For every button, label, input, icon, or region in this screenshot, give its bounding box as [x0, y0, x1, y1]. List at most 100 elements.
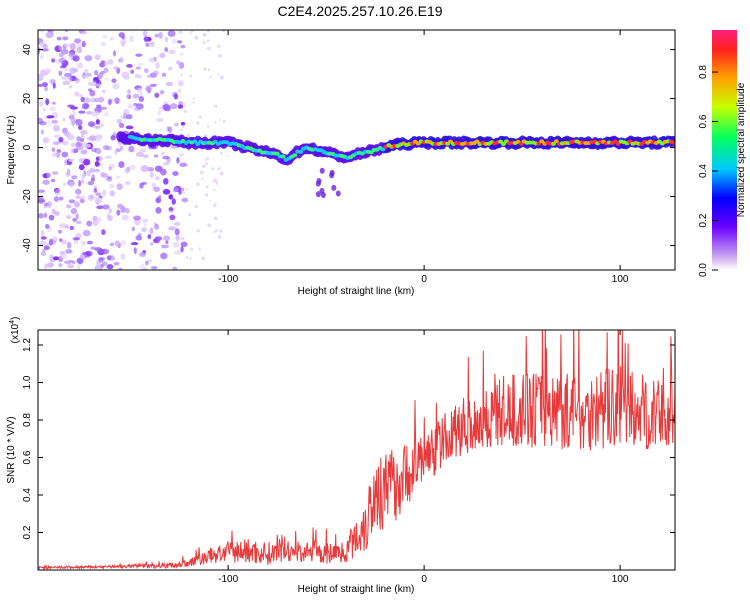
- spectrogram-noise-blob: [153, 154, 159, 158]
- spectrogram-ridge-core: [550, 141, 556, 146]
- spectrogram-noise-blob: [172, 241, 180, 248]
- spectrogram-noise-blob: [69, 67, 77, 75]
- spectrogram-noise-blob: [70, 207, 78, 215]
- spectrogram-noise-dot: [199, 170, 204, 175]
- spectrogram-xlabel: Height of straight line (km): [298, 286, 415, 297]
- spectrogram-noise-dot: [186, 133, 190, 137]
- spectrogram-noise-blob: [175, 234, 180, 242]
- spectrogram-noise-blob: [53, 187, 60, 194]
- spectrogram-noise-blob: [68, 181, 76, 188]
- spectrogram-noise-blob: [47, 32, 55, 37]
- spectrogram-noise-blob: [154, 223, 160, 230]
- spectrogram-noise-blob: [93, 97, 99, 103]
- spectrogram-noise-blob: [125, 125, 134, 130]
- spectrogram-noise-blob: [113, 50, 117, 57]
- spectrogram-noise-blob: [48, 238, 54, 246]
- spectrogram-noise-blob: [94, 160, 100, 167]
- spectrogram-noise-blob: [163, 235, 170, 242]
- spectrogram-noise-blob: [133, 247, 137, 254]
- spectrogram-noise-blob: [168, 226, 176, 231]
- spectrogram-noise-dot: [213, 216, 218, 221]
- spectrogram-noise-blob: [95, 134, 103, 140]
- spectrogram-noise-blob: [109, 36, 115, 41]
- spectrogram-noise-dot: [217, 167, 221, 171]
- spectrogram-noise-blob: [134, 73, 139, 78]
- spectrogram-noise-blob: [125, 114, 133, 120]
- spectrogram-noise-blob: [72, 110, 76, 116]
- spectrogram-noise-dot: [219, 151, 223, 155]
- spectrogram-noise-blob: [137, 62, 143, 67]
- snr-xtick-label: 100: [612, 574, 629, 585]
- spectrogram-noise-blob: [40, 55, 44, 59]
- spectrogram-noise-dot: [205, 185, 209, 189]
- spectrogram-noise-blob: [86, 111, 93, 115]
- spectrogram-noise-dot: [213, 189, 216, 192]
- spectrogram-noise-blob: [38, 74, 44, 82]
- spectrogram-ridge-core: [192, 139, 198, 144]
- spectrogram-noise-blob: [106, 175, 112, 180]
- spectrogram-noise-blob: [78, 164, 85, 171]
- spectrogram-noise-blob: [93, 168, 101, 173]
- spectrogram-noise-blob: [180, 44, 186, 49]
- spectrogram-noise-blob: [80, 96, 85, 103]
- spectrogram-noise-blob: [94, 83, 102, 87]
- snr-ylabel: SNR (10 * V/V): [6, 416, 17, 483]
- spectrogram-noise-blob: [119, 56, 124, 63]
- spectrogram-noise-blob: [135, 235, 143, 241]
- spectrogram-noise-blob: [69, 42, 76, 50]
- spectrogram-noise-blob: [62, 182, 67, 186]
- spectrogram-noise-dot: [196, 121, 200, 125]
- spectrogram-noise-blob: [52, 82, 56, 89]
- spectrogram-marks: [38, 30, 675, 270]
- spectrogram-noise-blob: [101, 204, 110, 210]
- spectrogram-noise-dot: [207, 30, 210, 33]
- spectrogram-drip-blob: [315, 180, 321, 187]
- spectrogram-noise-blob: [65, 171, 71, 177]
- spectrogram-xtick-label: -100: [218, 274, 238, 285]
- spectrogram-noise-blob: [77, 93, 83, 98]
- spectrogram-noise-dot: [189, 74, 193, 78]
- spectrogram-noise-dot: [212, 203, 217, 208]
- spectrogram-noise-blob: [174, 122, 179, 127]
- snr-ytick-label: 0.6: [22, 450, 33, 464]
- spectrogram-noise-blob: [98, 123, 105, 127]
- spectrogram-noise-blob: [123, 109, 130, 116]
- spectrogram-noise-blob: [39, 69, 48, 76]
- colorbar-tick-label: 0.6: [698, 114, 709, 128]
- spectrogram-noise-blob: [82, 75, 89, 79]
- spectrogram-noise-blob: [92, 215, 98, 221]
- spectrogram-noise-blob: [112, 82, 120, 90]
- spectrogram-noise-blob: [108, 208, 112, 214]
- spectrogram-noise-blob: [118, 32, 125, 38]
- spectrogram-noise-blob: [146, 166, 155, 172]
- spectrogram-noise-blob: [94, 196, 102, 204]
- spectrogram-noise-blob: [165, 81, 173, 87]
- spectrogram-noise-blob: [130, 69, 135, 74]
- spectrogram-noise-blob: [46, 172, 51, 179]
- spectrogram-noise-blob: [68, 158, 75, 162]
- spectrogram-noise-blob: [138, 95, 145, 103]
- spectrogram-noise-blob: [180, 246, 184, 253]
- spectrogram-noise-blob: [104, 155, 112, 159]
- spectrogram-noise-blob: [81, 179, 85, 184]
- spectrogram-noise-blob: [64, 72, 72, 77]
- spectrogram-noise-blob: [53, 134, 62, 139]
- spectrogram-noise-blob: [75, 118, 83, 126]
- spectrogram-noise-blob: [50, 178, 56, 183]
- spectrogram-noise-blob: [87, 121, 96, 127]
- spectrogram-noise-blob: [108, 184, 115, 189]
- snr-xtick-label: -100: [218, 574, 238, 585]
- spectrogram-noise-blob: [76, 136, 82, 142]
- spectrogram-noise-dot: [204, 193, 209, 197]
- spectrogram-noise-dot: [204, 158, 207, 161]
- spectrogram-noise-blob: [135, 53, 143, 57]
- spectrogram-noise-blob: [78, 179, 82, 187]
- spectrogram-noise-blob: [149, 83, 157, 87]
- spectrogram-noise-dot: [189, 32, 192, 35]
- spectrogram-noise-blob: [58, 70, 63, 76]
- spectrogram-noise-blob: [49, 106, 56, 112]
- spectrogram-noise-blob: [68, 85, 73, 89]
- spectrogram-noise-blob: [86, 240, 93, 245]
- spectrogram-noise-blob: [161, 151, 165, 156]
- spectrogram-noise-blob: [80, 133, 85, 140]
